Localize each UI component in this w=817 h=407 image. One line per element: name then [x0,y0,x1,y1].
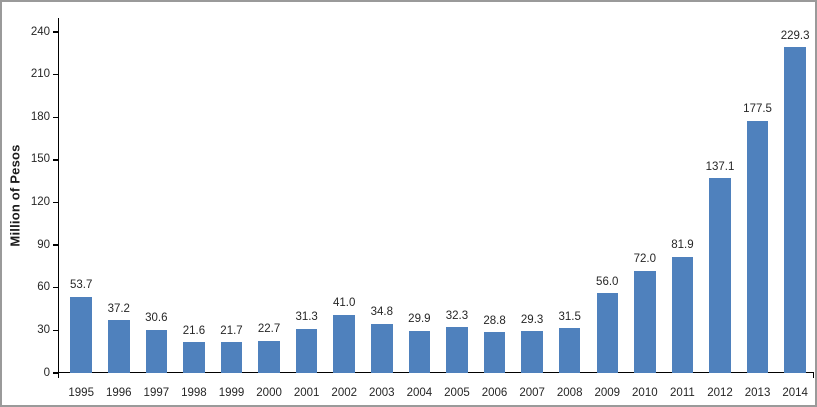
y-tick-label: 240 [30,25,50,38]
y-tick-label: 150 [30,153,50,166]
bar [634,270,656,373]
x-tick-label: 1996 [105,387,132,399]
bar-value-label: 137.1 [705,160,735,173]
x-tick-label: 2002 [331,387,358,399]
bar [408,330,431,373]
bar [521,331,543,373]
bar-value-label: 29.9 [408,313,431,326]
bar [145,329,168,373]
bar-value-label: 177.5 [743,103,772,116]
y-tick-label: 210 [30,68,50,81]
bar-value-label: 37.2 [107,302,130,315]
y-tick-label: 60 [37,281,50,294]
bar [671,256,694,373]
y-tick-label: 0 [43,366,50,379]
y-tick-label: 90 [37,238,50,251]
x-axis-end-tick [812,372,814,378]
x-tick-label: 1997 [143,387,170,399]
bar-value-label: 21.7 [220,324,243,337]
x-tick-label: 2005 [444,387,470,399]
x-tick-label: 2014 [782,387,808,399]
bar [746,120,769,373]
x-tick-label: 2012 [707,387,733,399]
y-tick [52,329,59,332]
bar-value-label: 22.7 [257,323,281,336]
bar [709,178,731,373]
bar [183,342,205,373]
x-tick-label: 1999 [218,387,245,399]
bar [70,296,92,373]
bar [295,328,318,373]
y-tick [52,73,59,76]
y-tick [52,287,59,289]
bar-value-label: 32.3 [445,309,469,322]
bar-value-label: 53.7 [69,279,93,292]
bar-value-label: 229.3 [780,29,810,42]
bar-value-label: 56.0 [596,275,619,288]
x-tick-label: 2011 [670,387,695,399]
bar-value-label: 30.6 [145,312,168,325]
y-tick-label: 120 [30,196,50,208]
bar-value-label: 29.3 [520,313,544,326]
bar-value-label: 81.9 [671,239,694,252]
bar-value-label: 28.8 [483,314,506,327]
x-tick-label: 1998 [181,387,207,399]
x-tick-label: 2006 [481,387,508,399]
y-tick [52,116,59,118]
x-tick-label: 2000 [256,387,282,399]
x-tick-label: 2007 [519,387,545,399]
y-tick [52,201,59,204]
y-tick-label: 30 [37,323,50,336]
bar-value-label: 72.0 [633,253,657,266]
bar [483,332,506,373]
y-tick [52,244,59,246]
x-tick-label: 1995 [68,387,94,399]
bar [558,328,581,373]
bar [108,320,130,373]
x-tick-label: 2003 [369,387,395,399]
y-tick [52,159,59,161]
bar [220,342,243,373]
bar [258,340,280,373]
x-tick-label: 2013 [744,387,771,399]
bar-value-label: 21.6 [182,324,206,337]
bar-value-label: 31.5 [558,310,581,323]
bar [596,293,618,373]
bar-value-label: 34.8 [370,306,393,319]
y-tick [52,372,59,374]
bar [784,47,806,373]
x-axis-line [57,372,814,374]
bar-value-label: 31.3 [295,311,318,324]
x-tick-label: 2008 [556,387,583,399]
y-axis-line [57,18,59,378]
x-tick-label: 2009 [594,387,621,399]
y-tick [52,31,59,33]
bar [446,327,468,373]
y-tick-label: 180 [30,110,50,123]
x-tick-label: 2001 [293,387,320,399]
x-tick-label: 2004 [406,387,433,399]
bar-value-label: 41.0 [333,297,356,310]
bar [333,314,355,373]
x-tick-label: 2010 [632,387,658,399]
bar [371,323,393,373]
